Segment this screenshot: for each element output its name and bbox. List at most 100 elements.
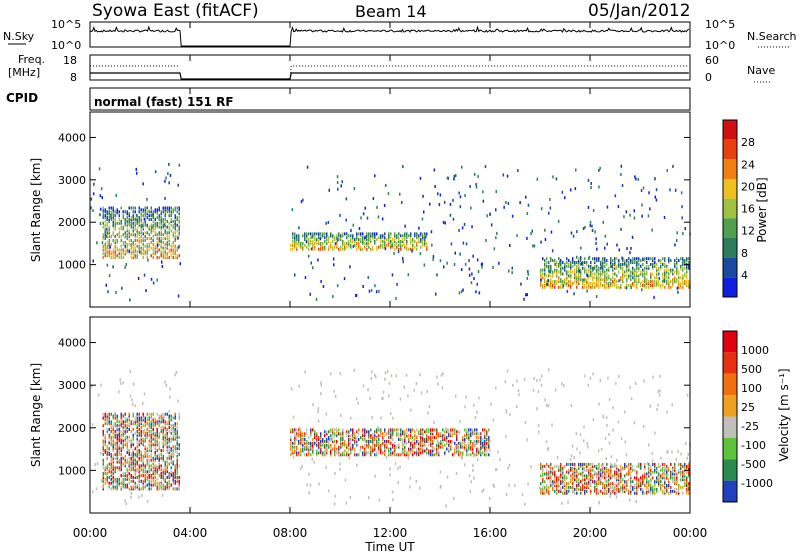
power-cell [642,186,645,190]
velocity-cell [362,428,364,432]
velocity-cell [306,441,308,445]
velocity-cell [452,440,454,444]
velocity-cell [176,460,178,464]
power-cell [333,263,335,267]
velocity-cell [108,485,110,489]
velocity-cell [370,447,372,451]
power-cell [647,214,650,218]
power-cell [124,219,126,223]
velocity-cell [342,438,344,441]
velocity-cell [172,452,174,456]
power-cell [566,278,568,282]
power-cell [594,261,596,264]
power-cell [334,236,336,240]
velocity-cell [476,436,478,440]
velocity-cell [414,438,416,441]
power-cell [374,240,376,243]
velocity-cell [330,434,332,438]
power-cell [602,270,604,274]
freq-tick-top: 18 [63,54,77,67]
power-cell [644,270,646,274]
power-cell [114,240,116,244]
power-cell [496,231,498,235]
velocity-cell [334,428,336,432]
velocity-cell [620,474,622,478]
velocity-cell [300,447,302,451]
velocity-cell [654,491,656,495]
power-cell [638,259,640,263]
velocity-cell [550,462,552,466]
power-cell [550,266,552,270]
velocity-cell [168,429,170,433]
velocity-cell [120,464,122,468]
power-cell [606,278,608,282]
power-cell [126,212,128,216]
velocity-cell [176,426,178,430]
velocity-cell [126,418,128,422]
velocity-cell [154,420,156,424]
velocity-cell [428,438,430,441]
power-cell [454,251,456,255]
velocity-cell [370,451,372,455]
velocity-cell [296,447,298,451]
velocity-cell [372,439,374,443]
power-cell [132,214,134,218]
velocity-cell [470,439,472,443]
power-cell [547,279,549,282]
velocity-cell [626,464,628,468]
power-cell [572,282,574,285]
power-cell [644,280,646,284]
velocity-cell [158,458,160,462]
velocity-cell [174,468,176,472]
power-cell [560,262,562,266]
velocity-cell [384,449,386,453]
power-cell [632,257,634,261]
power-cell [600,282,602,285]
velocity-cell [606,462,608,466]
velocity-cell [418,439,420,443]
velocity-cell [676,480,678,484]
power-cell [423,210,425,214]
velocity-cell [110,426,112,430]
power-cell [648,285,650,289]
velocity-cell [146,477,148,481]
power-cell [176,218,178,221]
velocity-cell [168,439,170,443]
velocity-cell [150,422,152,426]
power-cell [336,245,338,249]
power-cell [128,235,130,239]
power-cell [166,252,168,256]
velocity-cell [432,449,434,453]
power-cell [586,272,588,276]
power-cell [144,212,146,216]
velocity-cell [450,439,452,443]
velocity-cell [168,462,170,466]
velocity-cell [102,449,104,453]
velocity-cell [166,485,168,489]
velocity-cell [648,468,650,472]
velocity-cell [174,414,176,418]
velocity-cell [432,432,434,436]
velocity-cell [624,440,626,444]
velocity-cell [486,432,488,436]
power-cell [154,221,156,225]
power-cell [138,219,140,223]
velocity-cell [614,464,616,468]
velocity-cell [446,475,449,479]
velocity-cell [108,481,110,485]
velocity-cell [554,480,556,484]
velocity-cell [374,474,376,478]
velocity-cell [136,431,138,435]
velocity-cell [336,439,338,443]
power-cell [350,245,352,249]
power-cell [624,285,626,289]
velocity-cell [166,483,168,487]
velocity-cell [166,470,168,474]
velocity-cell [136,452,138,456]
velocity-cell [576,480,578,484]
power-cell [148,242,150,246]
velocity-cell [552,470,554,474]
power-cell [385,184,387,187]
power-cell [160,244,162,248]
power-cell [310,247,313,251]
